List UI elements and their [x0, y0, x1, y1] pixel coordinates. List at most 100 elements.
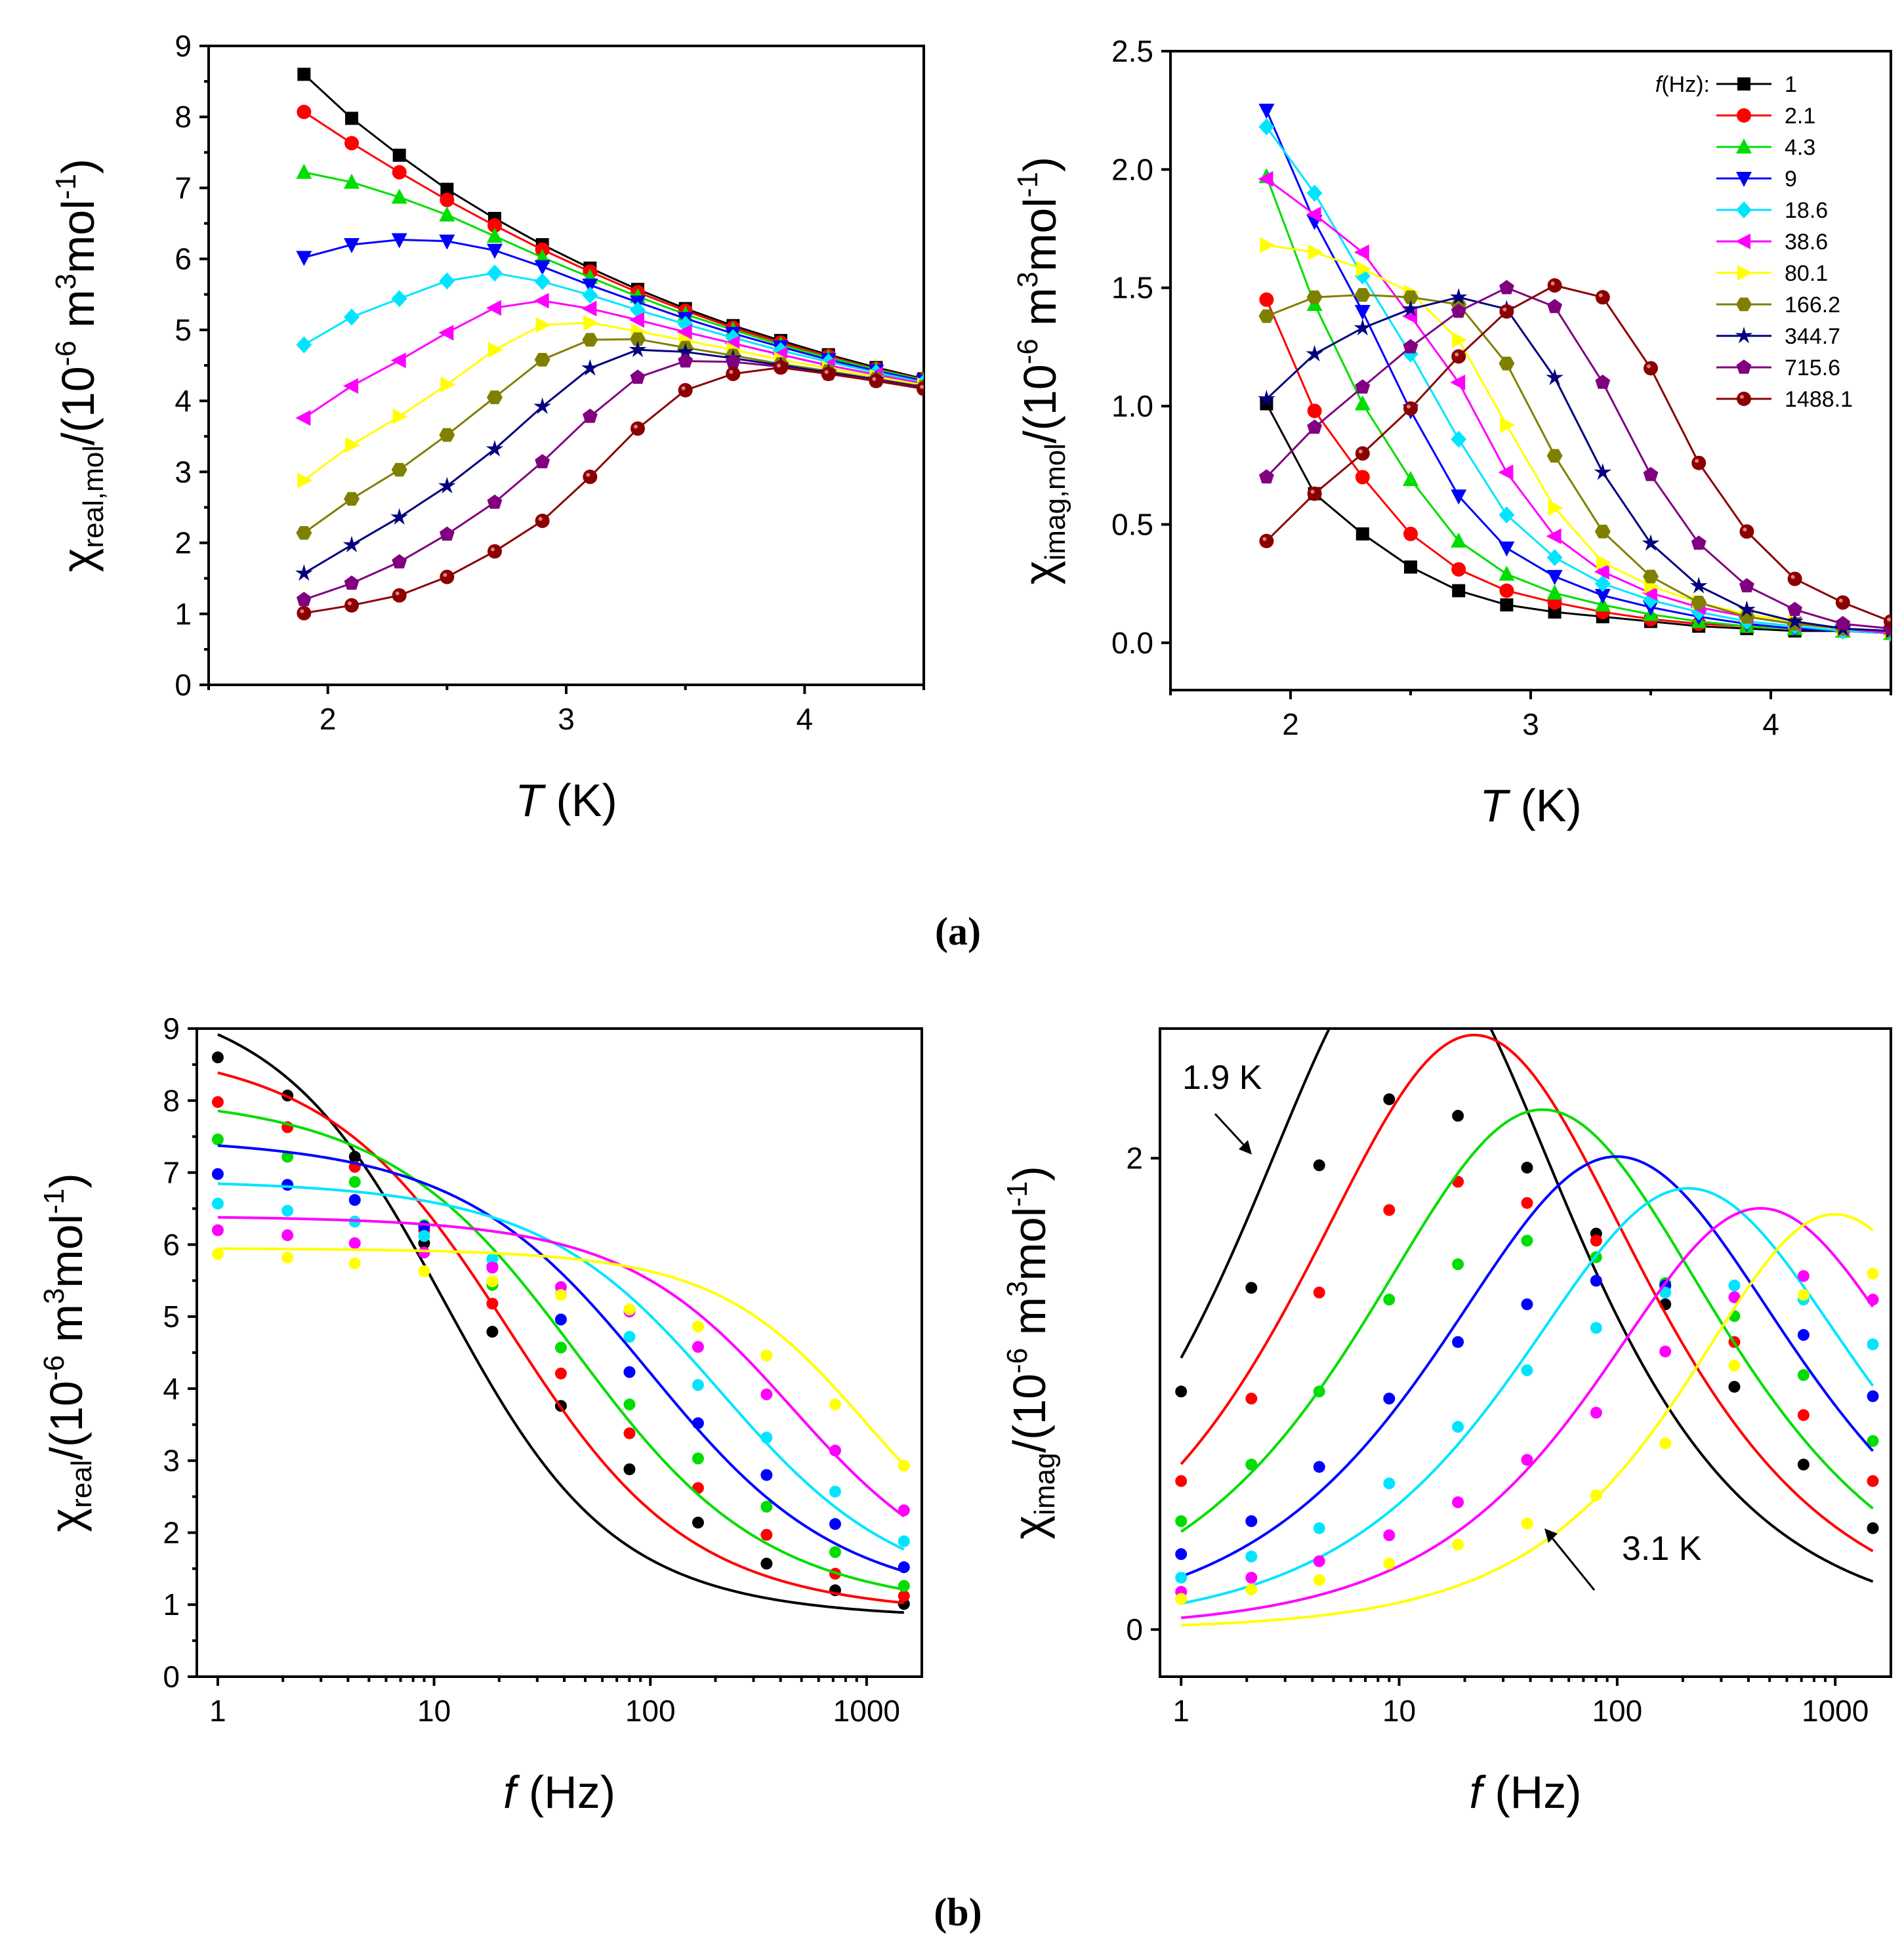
chart-a-right: 0.0 0.5 1.0 1.5 2.0 2.5 2 3 4 T (K) χimag,mol/(10-…	[1012, 34, 1892, 831]
annotation-label: 3.1 K	[1622, 1530, 1702, 1568]
plot-frame	[1169, 50, 1892, 691]
data-point	[1313, 1574, 1325, 1586]
data-point	[1500, 598, 1514, 612]
data-point	[1867, 1338, 1879, 1351]
data-point	[1452, 1109, 1464, 1122]
fit-curve	[1180, 1108, 1874, 1533]
series-2.1	[297, 104, 924, 387]
data-point	[295, 564, 313, 581]
annotation-arrow	[1214, 1113, 1248, 1149]
data-point	[692, 1341, 704, 1353]
data-point	[1260, 397, 1273, 411]
data-point	[486, 1253, 499, 1265]
data-point	[391, 462, 407, 477]
x-tick-label: 1000	[833, 1694, 900, 1728]
data-point	[760, 1528, 773, 1541]
data-point	[391, 188, 407, 204]
data-point	[440, 569, 455, 584]
data-point	[534, 260, 550, 276]
series-2.9-K	[211, 1216, 910, 1518]
series-line	[303, 238, 924, 382]
data-point	[1786, 612, 1804, 629]
data-point	[344, 575, 360, 590]
data-point	[391, 290, 407, 308]
data-point-hl	[872, 377, 877, 381]
data-point	[582, 286, 598, 304]
data-point	[898, 1580, 910, 1592]
data-point	[440, 377, 456, 393]
data-point	[438, 325, 454, 341]
data-point	[1595, 290, 1610, 305]
data-point	[211, 1224, 224, 1237]
data-point	[1354, 319, 1372, 336]
data-point	[760, 1431, 773, 1444]
series-4.3	[296, 163, 924, 387]
data-point	[392, 588, 407, 603]
data-point	[1521, 1196, 1533, 1209]
legend-entry-80.1: 80.1	[1785, 261, 1828, 286]
data-point	[1835, 595, 1850, 610]
y-tick-label: 2	[175, 526, 192, 560]
y-tick-label: 6	[163, 1227, 180, 1261]
data-point	[1728, 1279, 1741, 1292]
series-line	[303, 321, 924, 481]
data-point	[1594, 588, 1611, 604]
series-3.1-K	[1175, 1213, 1879, 1627]
data-point	[487, 243, 503, 259]
data-point	[487, 544, 502, 559]
data-point-hl	[300, 609, 304, 613]
data-point	[1383, 1204, 1396, 1216]
data-point	[1306, 344, 1323, 362]
data-point-hl	[1887, 617, 1891, 622]
data-point	[760, 1469, 773, 1481]
x-tick-label: 1	[209, 1694, 226, 1728]
x-tick-label: 100	[1592, 1694, 1642, 1728]
data-point-hl	[1743, 527, 1747, 532]
data-point	[1355, 446, 1370, 461]
data-point	[1642, 585, 1657, 602]
legend-swatch-marker	[1737, 77, 1750, 91]
data-point	[1383, 1529, 1396, 1542]
data-point-hl	[1550, 281, 1555, 286]
data-point	[1884, 614, 1891, 629]
data-point	[344, 173, 360, 189]
data-point	[1642, 534, 1660, 551]
series-line	[303, 348, 924, 575]
data-point	[344, 492, 360, 506]
fit-curve	[1181, 1206, 1874, 1620]
chart-b-right: 0 2 1 10 100 1000 f (Hz) χimag/(10-6 m3mol-1) 1.…	[1001, 1027, 1892, 1818]
series-1488.1	[297, 360, 924, 621]
data-point-hl	[1262, 537, 1267, 541]
data-point	[392, 165, 407, 180]
data-point	[211, 1051, 224, 1063]
data-point	[487, 390, 503, 405]
data-point	[1452, 1421, 1464, 1433]
x-tick-label: 4	[797, 702, 814, 736]
data-point-hl	[395, 591, 400, 596]
data-point	[1521, 1298, 1533, 1311]
data-point	[534, 352, 550, 367]
data-point	[1739, 524, 1754, 539]
legend-entry-1: 1	[1785, 72, 1797, 97]
legend-entry-4.3: 4.3	[1785, 135, 1815, 160]
data-point	[898, 1590, 910, 1603]
data-point-hl	[586, 472, 590, 477]
legend: f(Hz): 1 2.1 4.3 9 18.6 38.6 80.1 166.2 344.7 715.…	[1655, 72, 1853, 412]
series-715.6	[296, 353, 924, 606]
data-point	[1452, 1258, 1464, 1271]
data-point	[554, 1341, 567, 1354]
data-point	[1450, 375, 1466, 391]
data-point	[1596, 554, 1611, 571]
series-line	[303, 272, 924, 384]
legend-entry-18.6: 18.6	[1785, 198, 1828, 223]
data-point	[296, 592, 312, 606]
data-point-hl	[824, 369, 829, 374]
data-point	[692, 1517, 704, 1529]
series-2.7-K	[1175, 1187, 1879, 1605]
data-point	[281, 1252, 294, 1264]
data-point	[1354, 288, 1371, 302]
data-point	[623, 1463, 636, 1475]
data-point	[1403, 526, 1418, 541]
y-tick-label: 1.0	[1111, 389, 1153, 423]
data-point	[342, 535, 361, 553]
